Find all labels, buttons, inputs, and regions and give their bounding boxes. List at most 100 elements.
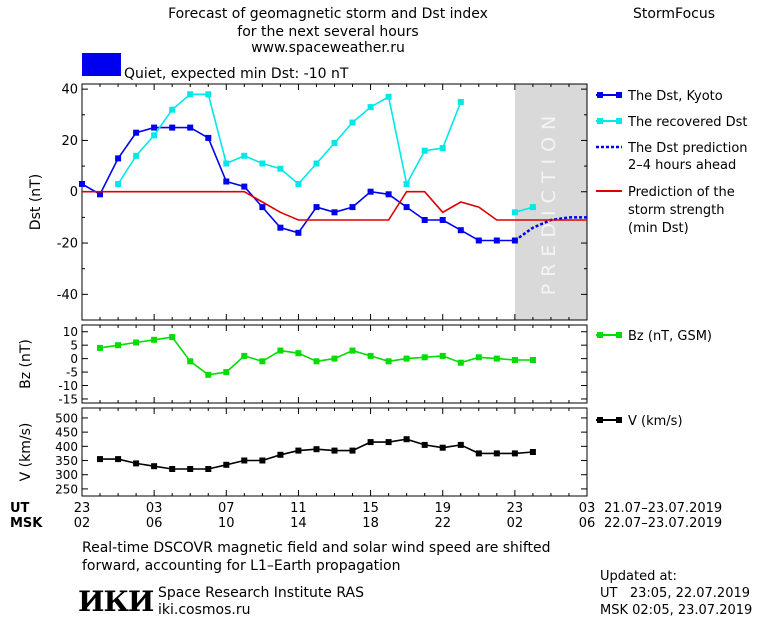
bz-series-0-point-0-19 [439,352,446,359]
dst-series-0-point-0-2 [115,155,122,162]
dst-series-0-point-0-23 [493,237,500,244]
ut-tick-0: 23 [74,501,91,516]
v-series-0-point-0-6 [205,466,212,472]
dst-ytick-label-2: 0 [70,185,78,200]
title-line-2: for the next several hours [237,24,418,40]
ut-tick-2: 07 [218,501,235,516]
dst-series-1-point-1-1 [529,204,536,211]
bz-series-0-point-0-4 [169,334,176,341]
dst-series-1-point-0-13 [349,119,356,126]
legend-v: V (km/s) [596,414,683,429]
dst-series-1-point-0-16 [403,181,410,187]
bz-series-0-point-0-20 [457,359,464,366]
dst-series-1-point-0-2 [151,132,158,139]
dst-series-1-point-0-12 [331,140,338,146]
dst-series-1-point-0-3 [169,106,176,113]
dst-series-0-point-0-19 [421,217,428,223]
bz-series-0-line-0 [99,336,533,376]
title-line-1: Forecast of geomagnetic storm and Dst in… [168,6,488,22]
v-series-0-point-0-24 [529,449,536,455]
dst-series-0-point-0-10 [259,204,266,211]
bz-series-0-point-0-18 [421,354,428,361]
dst-series-0-point-0-21 [457,227,464,234]
dst-series-3-line-0 [82,190,587,221]
updated-label: Updated at: [600,569,677,584]
msk-tick-5: 22 [434,516,451,531]
dst-series-1-point-0-7 [241,152,248,159]
bz-series-0-point-0-12 [313,358,320,365]
legend-dst-prediction: The Dst prediction 2–4 hours ahead [596,141,748,173]
msk-tick-1: 06 [146,516,163,531]
legend-dst-prediction-label: The Dst prediction [627,141,748,156]
bz-series-0-point-0-1 [115,342,122,349]
ut-date-range: 21.07–23.07.2019 [604,501,722,516]
legend-dst-kyoto: The Dst, Kyoto [596,89,723,104]
dst-series-0-point-0-17 [385,191,392,198]
dst-series-0-point-0-11 [277,224,284,231]
legend-recovered-dst: The recovered Dst [596,115,747,130]
bz-series-0-point-0-10 [277,347,284,354]
bz-series-0-point-0-11 [295,350,302,357]
legend-recovered-dst-label: The recovered Dst [627,115,747,130]
v-series-0-point-0-15 [367,439,374,446]
v-series-0-point-0-4 [169,466,176,472]
dst-series-0-point-0-4 [151,124,158,131]
bz-ytick-label-3: -5 [66,366,78,380]
bz-series-0-point-0-16 [385,358,392,365]
bz-series-0-point-0-13 [331,355,338,362]
v-ytick-label-5: 250 [55,482,78,496]
prediction-label: PREDICTION [538,109,560,296]
ut-tick-5: 19 [434,501,451,516]
status-swatch [82,53,121,76]
v-ytick-label-4: 300 [55,468,78,482]
dst-series-0-point-0-0 [79,181,85,187]
bz-series-0-point-0-2 [133,339,140,346]
dst-series-0-point-0-13 [313,204,320,211]
dst-series-1-point-0-9 [277,165,284,172]
dst-series-0-point-0-18 [403,204,410,211]
bz-y-axis-title: Bz (nT) [18,339,34,389]
dst-series-1-point-1-0 [511,209,518,216]
ut-tick-3: 11 [290,501,307,516]
bz-series-0-point-0-17 [403,355,410,362]
dst-ytick-label-0: 40 [61,83,78,98]
dst-series-1-point-0-6 [223,160,230,167]
ut-tick-1: 03 [146,501,163,516]
bz-series-0-point-0-7 [223,369,230,376]
v-series-0-point-0-9 [259,457,266,464]
footer-note-line-2: forward, accounting for L1–Earth propaga… [82,558,401,574]
bz-ytick-label-0: 10 [63,325,78,339]
dst-series-0-point-0-7 [205,134,212,141]
bz-ytick-label-5: -15 [58,392,78,406]
bz-panel-frame [81,324,588,404]
v-ytick-label-3: 350 [55,454,78,468]
prediction-zone [515,84,587,320]
bz-series-0-point-0-5 [187,358,194,365]
v-series-0-point-0-10 [277,451,284,458]
updated-ut: UT 23:05, 22.07.2019 [600,586,750,601]
v-series-0-point-0-16 [385,439,392,446]
legend-dst-prediction-label-2: 2–4 hours ahead [628,158,736,173]
ut-tick-7: 03 [579,501,596,516]
legend-bz: Bz (nT, GSM) [596,329,712,344]
dst-panel-frame [81,83,588,321]
v-series-0-point-0-8 [241,457,248,464]
dst-series-0-point-0-12 [295,229,302,236]
dst-series-0-point-0-15 [349,204,356,211]
msk-axis-label: MSK [10,516,43,531]
v-ytick-label-0: 500 [55,411,78,425]
iki-logo: ИКИ [78,585,154,618]
legend-storm-strength-label-3: (min Dst) [628,221,689,236]
v-series-0-point-0-0 [97,456,103,463]
institute-name: Space Research Institute RAS [158,585,364,601]
dst-series-1-point-0-5 [205,91,212,98]
dst-series-1-point-0-0 [115,181,122,187]
v-y-axis-title: V (km/s) [18,423,34,482]
status-label: Quiet, expected min Dst: -10 nT [124,66,349,82]
v-series-0-point-0-23 [511,450,518,457]
bz-series-0-point-0-0 [97,344,103,351]
msk-tick-3: 14 [290,516,307,531]
legend-dst-kyoto-label: The Dst, Kyoto [627,89,723,104]
